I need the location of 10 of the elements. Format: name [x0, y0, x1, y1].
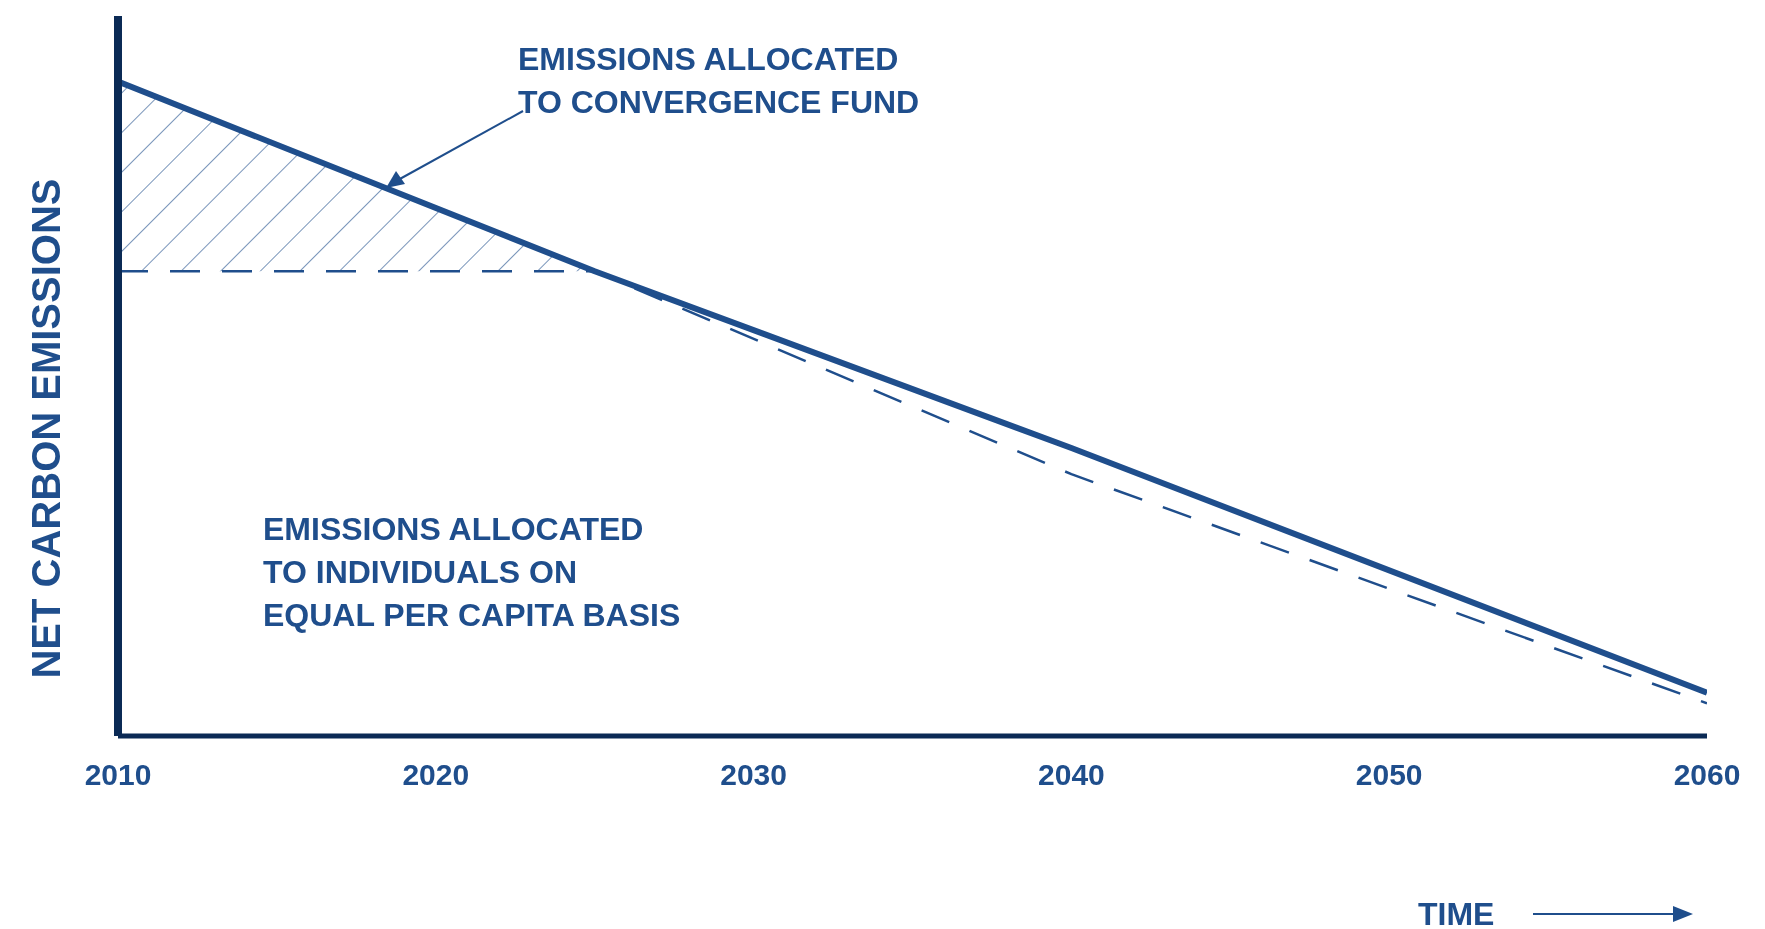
- x-tick-label: 2050: [1355, 758, 1423, 792]
- x-tick-label: 2010: [84, 758, 152, 792]
- x-tick-label: 2040: [1038, 758, 1105, 792]
- x-tick-label: 2020: [402, 758, 470, 792]
- y-axis-title: NET CARBON EMISSIONS: [23, 177, 69, 679]
- x-tick-label: 2030: [720, 758, 787, 792]
- x-tick-label: 2060: [1673, 758, 1741, 792]
- annotation: EMISSIONS ALLOCATED TO INDIVIDUALS ON EQUAL PER CAPITA BASIS: [263, 510, 681, 635]
- x-axis-title: TIME: [1418, 896, 1495, 929]
- annotation: EMISSIONS ALLOCATED TO CONVERGENCE FUND: [518, 40, 920, 122]
